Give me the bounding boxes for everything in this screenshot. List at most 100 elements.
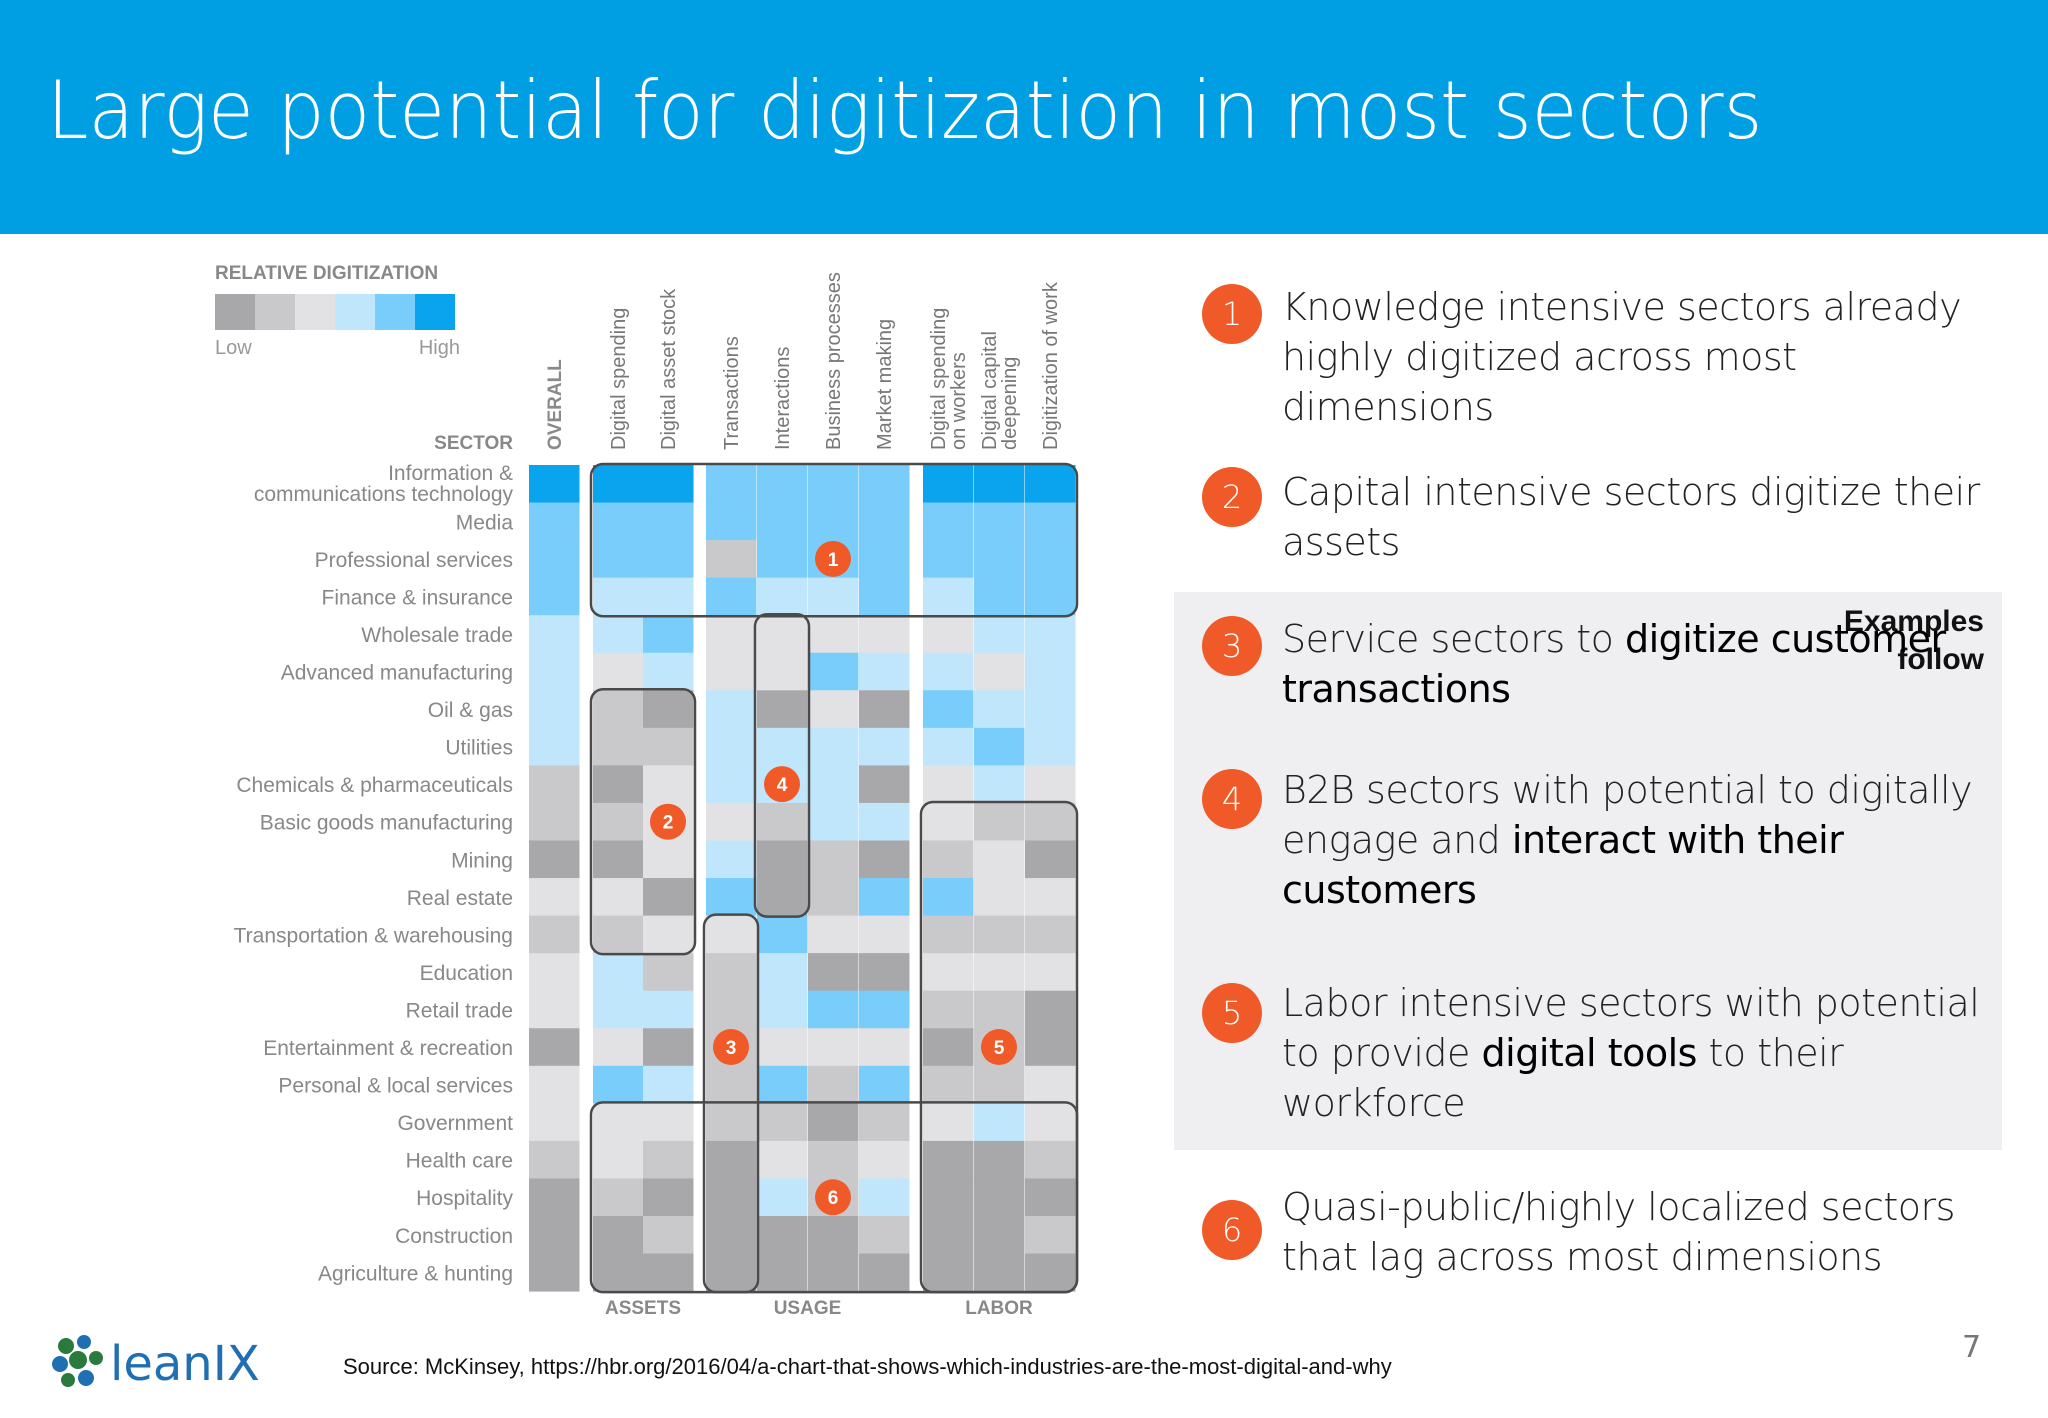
leanix-logo: leanIX xyxy=(46,1330,316,1399)
heatmap-cell xyxy=(859,1103,910,1142)
column-label: Transactions xyxy=(721,336,743,450)
heatmap-cell xyxy=(808,1140,859,1179)
heatmap-cell xyxy=(643,690,694,729)
heatmap-cell xyxy=(923,990,974,1029)
heatmap-cell xyxy=(529,840,580,879)
digitization-heatmap: RELATIVE DIGITIZATION Low High SECTOR OVERAL… xyxy=(215,263,1079,1319)
heatmap-cell xyxy=(808,577,859,616)
heatmap-cell xyxy=(974,615,1025,654)
row-label: Wholesale trade xyxy=(361,624,513,647)
heatmap-cell xyxy=(859,577,910,616)
heatmap-cell xyxy=(529,1178,580,1217)
heatmap-cell xyxy=(643,915,694,954)
heatmap-cell xyxy=(974,690,1025,729)
heatmap-cell xyxy=(593,1140,644,1179)
heatmap-cell xyxy=(974,465,1025,504)
heatmap-cell xyxy=(808,465,859,504)
heatmap-cell xyxy=(706,953,757,992)
heatmap-cell xyxy=(1025,1253,1076,1292)
column-label: Interactions xyxy=(772,347,794,450)
heatmap-cell xyxy=(643,1028,694,1067)
heatmap-cell xyxy=(706,652,757,691)
heatmap-cell xyxy=(706,1216,757,1255)
heatmap-cell xyxy=(529,652,580,691)
heatmap-cell xyxy=(808,765,859,804)
legend-swatch xyxy=(335,294,375,330)
heatmap-cell xyxy=(757,1103,808,1142)
examples-note: Examples follow xyxy=(1843,605,1984,676)
heatmap-cell xyxy=(923,1103,974,1142)
heatmap-cell xyxy=(706,727,757,766)
row-label: Advanced manufacturing xyxy=(281,662,513,685)
column-label: OVERALL xyxy=(545,359,566,450)
heatmap-cell xyxy=(1025,840,1076,879)
heatmap-cell xyxy=(923,1140,974,1179)
heatmap-cell xyxy=(859,540,910,579)
row-label: Finance & insurance xyxy=(322,586,513,609)
row-label: Information & communications technology xyxy=(254,462,514,506)
heatmap-cell xyxy=(706,502,757,541)
heatmap-cell xyxy=(859,915,910,954)
heatmap-cell xyxy=(859,802,910,841)
heatmap-cell xyxy=(757,802,808,841)
column-label: Business processes xyxy=(823,272,845,450)
heatmap-cell xyxy=(593,540,644,579)
heatmap-cell xyxy=(757,1178,808,1217)
heatmap-cell xyxy=(808,502,859,541)
heatmap-cell xyxy=(859,840,910,879)
heatmap-cell xyxy=(859,878,910,917)
page-number: 7 xyxy=(1962,1330,1982,1365)
row-label: Real estate xyxy=(407,887,513,910)
bullet-text: Knowledge intensive sectors already high… xyxy=(1282,285,1962,429)
heatmap-cell xyxy=(529,1253,580,1292)
heatmap-cell xyxy=(643,727,694,766)
bullet-number: 3 xyxy=(1202,616,1262,676)
heatmap-cell xyxy=(923,577,974,616)
row-label: Professional services xyxy=(315,549,513,572)
legend-swatch xyxy=(255,294,295,330)
heatmap-cell xyxy=(923,727,974,766)
row-label: Entertainment & recreation xyxy=(263,1037,513,1060)
row-label: Agriculture & hunting xyxy=(318,1262,513,1285)
heatmap-cell xyxy=(706,1178,757,1217)
heatmap-cell xyxy=(757,1140,808,1179)
column-label: Digital asset stock xyxy=(658,288,680,450)
heatmap-cell xyxy=(706,577,757,616)
heatmap-cell xyxy=(529,802,580,841)
heatmap-cell xyxy=(1025,802,1076,841)
heatmap-cell xyxy=(643,1253,694,1292)
heatmap-cell xyxy=(923,840,974,879)
heatmap-cell xyxy=(974,765,1025,804)
heatmap-cell xyxy=(974,1103,1025,1142)
heatmap-cell xyxy=(593,765,644,804)
bullet-number: 4 xyxy=(1202,769,1262,829)
heatmap-cell xyxy=(757,577,808,616)
heatmap-cell xyxy=(808,1216,859,1255)
heatmap-cell xyxy=(643,765,694,804)
logo-mark-icon xyxy=(52,1335,103,1387)
heatmap-cell xyxy=(808,1028,859,1067)
heatmap-cell xyxy=(643,1140,694,1179)
heatmap-cell xyxy=(643,615,694,654)
heatmap-cell xyxy=(808,652,859,691)
heatmap-cell xyxy=(808,878,859,917)
heatmap-cell xyxy=(529,465,580,504)
heatmap-cell xyxy=(593,1065,644,1104)
heatmap-cell xyxy=(757,727,808,766)
heatmap-cell xyxy=(529,915,580,954)
heatmap-cell xyxy=(529,690,580,729)
heatmap-cell xyxy=(974,1253,1025,1292)
heatmap-cell xyxy=(706,615,757,654)
heatmap-cell xyxy=(593,727,644,766)
heatmap-cell xyxy=(923,1028,974,1067)
bullet-text: B2B sectors with potential to digitally … xyxy=(1282,768,1973,912)
heatmap-cell xyxy=(593,802,644,841)
source-note: Source: McKinsey, https://hbr.org/2016/0… xyxy=(343,1354,1392,1379)
heatmap-cell xyxy=(974,840,1025,879)
heatmap-cell xyxy=(706,1253,757,1292)
heatmap-cell xyxy=(706,1103,757,1142)
column-label: Digital spending xyxy=(608,308,630,450)
heatmap-cell xyxy=(974,727,1025,766)
highlight-marker-label: 3 xyxy=(726,1038,737,1059)
highlight-marker xyxy=(764,766,800,803)
